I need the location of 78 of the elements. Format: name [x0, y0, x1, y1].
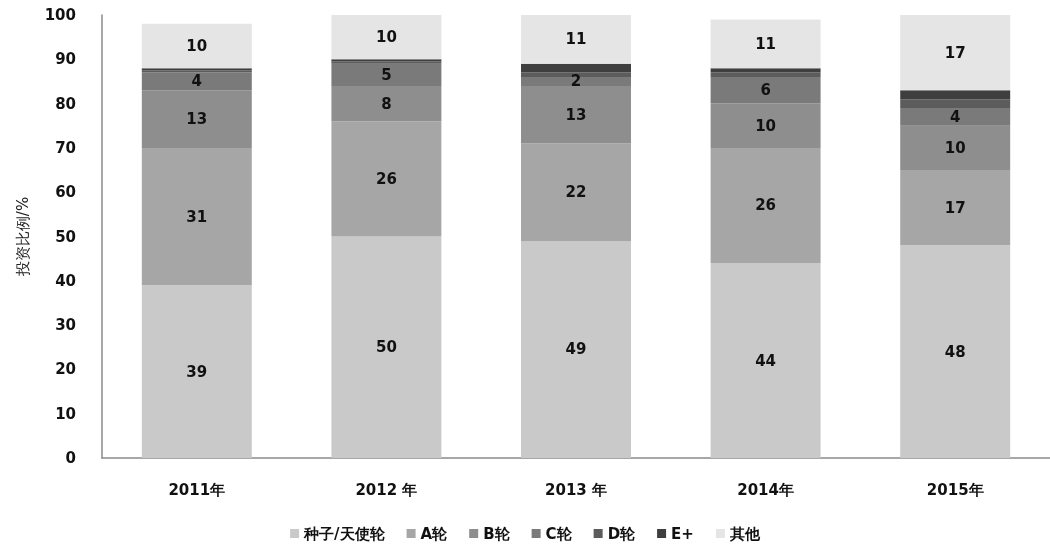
- data-label: 10: [375, 28, 397, 47]
- data-label: 4: [949, 107, 961, 126]
- bar: [710, 147, 821, 264]
- y-tick-label: 30: [55, 316, 76, 335]
- data-label: 2: [570, 72, 582, 91]
- y-tick-label: 20: [55, 360, 76, 379]
- bar: [331, 121, 442, 237]
- bar: [900, 170, 1011, 246]
- y-tick-label: 90: [55, 50, 76, 69]
- y-tick-label: 80: [55, 94, 76, 113]
- data-label: 10: [944, 138, 966, 157]
- x-tick-label: 2012 年: [355, 480, 418, 499]
- bar: [710, 77, 821, 104]
- data-label: 11: [755, 34, 777, 53]
- bar: [331, 236, 442, 458]
- data-label: 26: [375, 169, 397, 188]
- legend-label: B轮: [483, 524, 511, 543]
- bar: [710, 72, 821, 78]
- bar: [141, 23, 252, 69]
- bar: [710, 68, 821, 73]
- y-tick-label: 0: [65, 449, 76, 467]
- bar: [521, 63, 631, 73]
- y-axis-title: 投资比例/%: [13, 196, 32, 278]
- bar: [521, 143, 631, 241]
- legend-label: 种子/天使轮: [303, 524, 386, 543]
- data-label: 17: [944, 198, 966, 217]
- y-tick-label: 40: [55, 271, 76, 290]
- bar: [521, 85, 631, 144]
- bar: [141, 72, 252, 91]
- bar: [900, 90, 1011, 100]
- x-tick-label: 2011年: [168, 480, 226, 499]
- y-tick-label: 70: [55, 138, 76, 157]
- data-label: 48: [944, 342, 966, 361]
- data-label: 13: [565, 105, 587, 124]
- bar: [900, 125, 1011, 171]
- bar: [521, 240, 631, 458]
- bar: [710, 263, 821, 458]
- x-tick-label: 2015年: [926, 480, 984, 499]
- data-label: 11: [565, 30, 587, 49]
- legend-label: 其他: [728, 524, 761, 543]
- bar: [900, 108, 1011, 126]
- bar: [331, 63, 442, 86]
- data-label: 17: [944, 43, 966, 62]
- data-label: 22: [565, 183, 587, 202]
- bar: [141, 285, 252, 458]
- y-tick-label: 50: [55, 227, 76, 246]
- y-tick-label: 60: [55, 183, 76, 202]
- data-label: 5: [381, 65, 392, 84]
- x-tick-label: 2013 年: [545, 480, 607, 499]
- data-label: 4: [191, 72, 203, 91]
- data-label: 10: [186, 37, 208, 56]
- bar: [710, 103, 821, 148]
- data-label: 8: [381, 94, 392, 113]
- data-label: 50: [375, 338, 397, 357]
- data-label: 13: [186, 110, 208, 129]
- bar: [141, 90, 252, 148]
- legend-label: A轮: [420, 524, 449, 543]
- y-tick-label: 100: [44, 6, 76, 24]
- bar: [521, 15, 631, 64]
- data-label: 31: [186, 207, 208, 226]
- legend-label: D轮: [607, 524, 637, 543]
- data-label: 6: [760, 81, 771, 100]
- bar: [900, 245, 1011, 458]
- legend-label: E+: [671, 524, 694, 543]
- bar: [900, 99, 1011, 109]
- bar: [331, 85, 442, 122]
- bar: [900, 15, 1011, 91]
- data-label: 39: [186, 362, 208, 381]
- data-label: 26: [755, 196, 777, 215]
- data-label: 44: [755, 351, 777, 370]
- data-label: 10: [755, 116, 777, 135]
- bar: [141, 147, 252, 286]
- bar: [331, 15, 442, 60]
- y-tick-label: 10: [55, 404, 76, 423]
- legend-label: C轮: [545, 524, 573, 543]
- x-tick-label: 2014年: [737, 480, 794, 499]
- data-label: 49: [565, 340, 587, 359]
- bar: [710, 19, 821, 69]
